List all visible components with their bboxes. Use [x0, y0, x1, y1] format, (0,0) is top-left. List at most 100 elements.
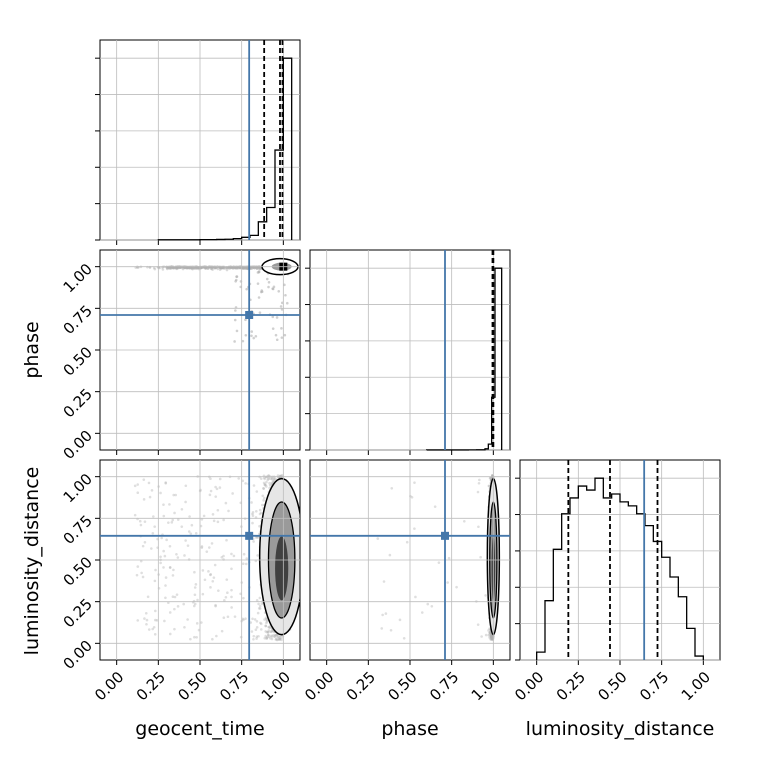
scatter-panel-phase-luminosity_distance-point-359: [402, 637, 406, 640]
scatter-panel-geocent_time-luminosity_distance-point-500: [153, 525, 157, 528]
scatter-panel-geocent_time-luminosity_distance-point-77: [251, 514, 255, 518]
scatter-panel-geocent_time-luminosity_distance-point-222: [189, 637, 192, 641]
scatter-panel-geocent_time-luminosity_distance-point-659: [254, 509, 258, 513]
scatter-panel-geocent_time-phase-point-958: [250, 330, 254, 333]
scatter-panel-phase-luminosity_distance-point-461: [490, 634, 493, 638]
xtick-label-luminosity_distance-2: 0.50: [594, 668, 630, 704]
scatter-panel-phase-luminosity_distance-point-200: [490, 637, 493, 641]
scatter-panel-geocent_time-luminosity_distance-point-966: [217, 589, 220, 592]
scatter-panel-geocent_time-luminosity_distance-point-249: [172, 493, 175, 497]
scatter-panel-geocent_time-phase-point-566: [255, 266, 259, 270]
scatter-panel-geocent_time-luminosity_distance-point-260: [270, 477, 274, 481]
scatter-panel-phase-luminosity_distance-point-4: [490, 637, 494, 641]
scatter-panel-geocent_time-luminosity_distance-point-897: [136, 565, 140, 568]
scatter-panel-phase-luminosity_distance-point-761: [477, 525, 480, 529]
scatter-panel-phase-luminosity_distance-point-931: [490, 476, 493, 480]
scatter-panel-phase-luminosity_distance-point-342: [477, 481, 481, 485]
scatter-panel-geocent_time-luminosity_distance-point-749: [212, 519, 216, 523]
scatter-panel-geocent_time-luminosity_distance-point-114: [222, 616, 226, 620]
scatter-panel-geocent_time-phase-point-219: [215, 266, 219, 270]
scatter-panel-geocent_time-phase-point-924: [275, 316, 279, 319]
scatter-panel-geocent_time-luminosity_distance-point-367: [223, 599, 226, 602]
scatter-panel-geocent_time-luminosity_distance-point-386: [259, 622, 263, 626]
scatter-panel-geocent_time-luminosity_distance-point-336: [275, 633, 278, 637]
scatter-panel-geocent_time-luminosity_distance-point-592: [200, 545, 204, 548]
scatter-panel-geocent_time-phase-point-900: [256, 282, 260, 285]
scatter-panel-phase-luminosity_distance-point-601: [413, 481, 416, 484]
scatter-panel-geocent_time-luminosity_distance-point-156: [183, 625, 186, 629]
scatter-panel-geocent_time-luminosity_distance-point-409: [262, 499, 265, 502]
scatter-panel-geocent_time-phase-point-738: [231, 266, 235, 270]
scatter-panel-geocent_time-luminosity_distance-point-676: [258, 508, 262, 512]
scatter-panel-geocent_time-luminosity_distance-point-481: [186, 544, 190, 547]
scatter-panel-phase-luminosity_distance-point-433: [489, 635, 493, 639]
scatter-panel-geocent_time-phase-point-443: [255, 267, 259, 270]
scatter-panel-geocent_time-phase-point-70: [235, 267, 239, 270]
scatter-panel-geocent_time-luminosity_distance-point-728: [252, 540, 255, 543]
scatter-panel-geocent_time-luminosity_distance-point-857: [200, 621, 203, 624]
scatter-panel-geocent_time-phase-point-905: [277, 289, 281, 293]
scatter-panel-geocent_time-luminosity_distance-point-423: [209, 573, 212, 577]
scatter-panel-geocent_time-luminosity_distance-point-364: [145, 618, 149, 622]
scatter-panel-geocent_time-phase-point-453: [153, 267, 157, 271]
scatter-panel-geocent_time-phase-point-374: [176, 266, 180, 270]
scatter-panel-geocent_time-luminosity_distance-point-240: [218, 486, 222, 489]
scatter-panel-geocent_time-phase-point-838: [189, 266, 192, 270]
ytick-label-luminosity_distance-3: 0.75: [60, 512, 96, 548]
scatter-panel-geocent_time-luminosity_distance-point-719: [174, 493, 178, 497]
scatter-panel-geocent_time-phase-point-915: [241, 339, 245, 343]
scatter-panel-phase-luminosity_distance-point-87: [433, 505, 437, 508]
scatter-panel-geocent_time-phase-point-935: [244, 333, 248, 337]
xtick-label-phase-4: 1.00: [468, 668, 504, 704]
scatter-panel-geocent_time-phase-point-122: [219, 266, 223, 270]
scatter-panel-geocent_time-phase-point-591: [245, 267, 248, 270]
scatter-panel-geocent_time-luminosity_distance-point-482: [164, 584, 167, 587]
scatter-panel-geocent_time-luminosity_distance-point-758: [241, 562, 245, 566]
scatter-panel-geocent_time-luminosity_distance-point-488: [173, 595, 177, 599]
xtick-label-luminosity_distance-3: 0.75: [636, 668, 672, 704]
scatter-panel-geocent_time-phase-point-87: [186, 266, 189, 270]
scatter-panel-geocent_time-luminosity_distance-point-1057: [259, 477, 263, 480]
scatter-panel-geocent_time-luminosity_distance-point-275: [259, 511, 263, 515]
scatter-panel-geocent_time-luminosity_distance-point-937: [227, 509, 230, 513]
scatter-panel-phase-luminosity_distance-point-862: [479, 555, 482, 559]
ytick-label-luminosity_distance-1: 0.25: [60, 595, 96, 631]
scatter-panel-phase-luminosity_distance-point-452: [490, 636, 494, 640]
xtick-label-luminosity_distance-1: 0.25: [553, 668, 589, 704]
scatter-panel-geocent_time-phase-point-204: [225, 268, 229, 272]
scatter-panel-geocent_time-luminosity_distance-point-1029: [162, 566, 165, 569]
scatter-panel-geocent_time-phase-point-877: [227, 267, 231, 270]
scatter-panel-geocent_time-luminosity_distance-point-729: [209, 586, 212, 589]
scatter-panel-geocent_time-luminosity_distance-point-1003: [184, 500, 187, 504]
scatter-panel-geocent_time-phase-point-926: [234, 309, 237, 312]
scatter-panel-geocent_time-phase-point-918: [280, 308, 284, 311]
scatter-panel-geocent_time-luminosity_distance-point-70: [267, 474, 271, 477]
scatter-panel-geocent_time-luminosity_distance-point-160: [230, 595, 233, 599]
scatter-panel-phase-luminosity_distance-point-853: [381, 613, 384, 617]
scatter-panel-geocent_time-phase-point-705: [218, 266, 222, 270]
scatter-panel-geocent_time-luminosity_distance-point-476: [175, 552, 178, 556]
scatter-panel-phase-luminosity_distance-point-132: [410, 496, 414, 499]
scatter-panel-geocent_time-phase-point-198: [206, 267, 209, 270]
scatter-panel-geocent_time-phase-point-933: [258, 311, 262, 314]
scatter-panel-geocent_time-luminosity_distance-point-600: [168, 503, 171, 506]
scatter-panel-geocent_time-phase-point-486: [238, 266, 242, 270]
scatter-panel-geocent_time-luminosity_distance-point-98: [267, 635, 271, 638]
scatter-panel-geocent_time-luminosity_distance-point-609: [230, 567, 233, 571]
scatter-panel-geocent_time-phase-point-921: [233, 340, 236, 343]
scatter-panel-geocent_time-luminosity_distance-point-998: [224, 501, 228, 505]
scatter-panel-geocent_time-phase-point-686: [195, 267, 199, 270]
scatter-panel-geocent_time-luminosity_distance-point-850: [265, 485, 268, 488]
scatter-panel-geocent_time-phase-point-912: [283, 333, 287, 337]
scatter-panel-geocent_time-luminosity_distance-point-196: [259, 628, 263, 631]
scatter-panel-geocent_time-phase-point-937: [235, 275, 238, 278]
scatter-panel-geocent_time-phase-point-470: [226, 266, 230, 270]
scatter-panel-phase-luminosity_distance-point-180: [446, 581, 449, 584]
scatter-panel-geocent_time-luminosity_distance-point-534: [252, 484, 256, 487]
scatter-panel-geocent_time-luminosity_distance-point-1039: [257, 634, 260, 638]
scatter-panel-geocent_time-phase-point-621: [165, 267, 169, 271]
scatter-panel-geocent_time-luminosity_distance-point-57: [265, 618, 269, 622]
ytick-label-phase-2: 0.50: [60, 343, 96, 379]
scatter-panel-phase-luminosity_distance-point-518: [488, 636, 491, 639]
scatter-panel-geocent_time-phase-point-821: [229, 266, 233, 270]
